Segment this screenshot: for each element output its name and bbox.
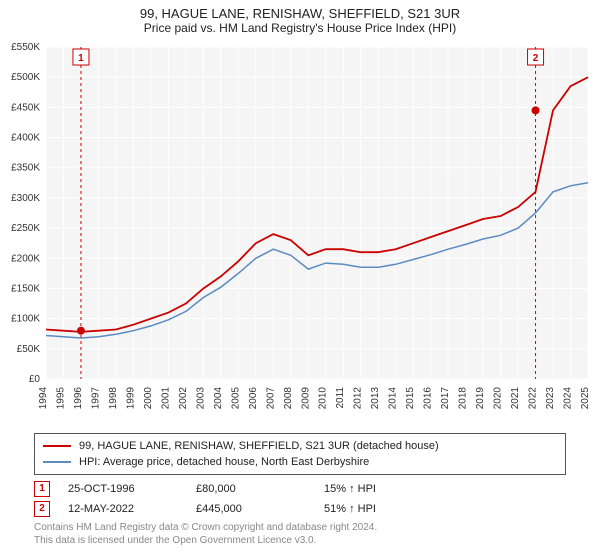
legend-swatch-icon	[43, 461, 71, 463]
svg-text:£100K: £100K	[11, 314, 40, 325]
svg-text:£500K: £500K	[11, 72, 40, 83]
chart-subtitle: Price paid vs. HM Land Registry's House …	[0, 21, 600, 35]
svg-text:2005: 2005	[230, 387, 241, 410]
tx-date: 12-MAY-2022	[68, 499, 178, 519]
svg-text:£0: £0	[29, 374, 41, 385]
svg-text:£50K: £50K	[17, 344, 41, 355]
legend-swatch-icon	[43, 445, 71, 447]
svg-text:1: 1	[78, 53, 84, 64]
svg-text:2023: 2023	[545, 387, 556, 410]
svg-text:1999: 1999	[125, 387, 136, 410]
svg-text:£250K: £250K	[11, 223, 40, 234]
svg-text:2010: 2010	[318, 387, 329, 410]
svg-text:2000: 2000	[143, 387, 154, 410]
svg-text:2025: 2025	[580, 387, 591, 410]
svg-text:£350K: £350K	[11, 163, 40, 174]
svg-text:£150K: £150K	[11, 283, 40, 294]
footer-line: Contains HM Land Registry data © Crown c…	[34, 521, 566, 534]
marker-badge: 2	[34, 501, 50, 517]
svg-text:2007: 2007	[265, 387, 276, 410]
tx-date: 25-OCT-1996	[68, 479, 178, 499]
svg-text:2020: 2020	[493, 387, 504, 410]
svg-text:2002: 2002	[178, 387, 189, 410]
footer-line: This data is licensed under the Open Gov…	[34, 534, 566, 547]
svg-text:2: 2	[533, 53, 539, 64]
svg-text:1995: 1995	[55, 387, 66, 410]
legend: 99, HAGUE LANE, RENISHAW, SHEFFIELD, S21…	[34, 433, 566, 475]
svg-text:£400K: £400K	[11, 133, 40, 144]
svg-text:£200K: £200K	[11, 253, 40, 264]
svg-text:£450K: £450K	[11, 102, 40, 113]
tx-pct: 15% ↑ HPI	[324, 479, 434, 499]
table-row: 2 12-MAY-2022 £445,000 51% ↑ HPI	[34, 499, 566, 519]
svg-text:2024: 2024	[563, 387, 574, 410]
svg-text:2019: 2019	[475, 387, 486, 410]
svg-text:1994: 1994	[38, 387, 49, 410]
svg-text:2012: 2012	[353, 387, 364, 410]
svg-text:2011: 2011	[335, 387, 346, 409]
svg-text:£300K: £300K	[11, 193, 40, 204]
footer: Contains HM Land Registry data © Crown c…	[34, 521, 566, 547]
svg-text:2008: 2008	[283, 387, 294, 410]
svg-text:2006: 2006	[248, 387, 259, 410]
svg-text:2003: 2003	[195, 387, 206, 410]
tx-pct: 51% ↑ HPI	[324, 499, 434, 519]
svg-text:£550K: £550K	[11, 42, 40, 53]
legend-label: 99, HAGUE LANE, RENISHAW, SHEFFIELD, S21…	[79, 438, 439, 454]
svg-text:2004: 2004	[213, 387, 224, 410]
tx-price: £80,000	[196, 479, 306, 499]
legend-label: HPI: Average price, detached house, Nort…	[79, 454, 369, 470]
chart-area: £0 £50K £100K £150K £200K £250K £300K £350K £400…	[0, 39, 600, 429]
svg-text:2015: 2015	[405, 387, 416, 410]
chart-container: 99, HAGUE LANE, RENISHAW, SHEFFIELD, S21…	[0, 0, 600, 560]
svg-text:2022: 2022	[528, 387, 539, 410]
svg-text:1997: 1997	[90, 387, 101, 410]
svg-text:2021: 2021	[510, 387, 521, 410]
svg-text:2016: 2016	[423, 387, 434, 410]
legend-item: 99, HAGUE LANE, RENISHAW, SHEFFIELD, S21…	[43, 438, 557, 454]
svg-text:2009: 2009	[300, 387, 311, 410]
chart-title: 99, HAGUE LANE, RENISHAW, SHEFFIELD, S21…	[0, 0, 600, 21]
svg-text:2001: 2001	[160, 387, 171, 410]
tx-price: £445,000	[196, 499, 306, 519]
svg-text:1998: 1998	[108, 387, 119, 410]
svg-text:2017: 2017	[440, 387, 451, 410]
svg-text:2018: 2018	[458, 387, 469, 410]
transactions-table: 1 25-OCT-1996 £80,000 15% ↑ HPI 2 12-MAY…	[34, 479, 566, 519]
svg-text:2014: 2014	[388, 387, 399, 410]
svg-text:1996: 1996	[73, 387, 84, 410]
marker-badge: 1	[34, 481, 50, 497]
line-chart-svg: £0 £50K £100K £150K £200K £250K £300K £350K £400…	[0, 39, 600, 429]
table-row: 1 25-OCT-1996 £80,000 15% ↑ HPI	[34, 479, 566, 499]
svg-text:2013: 2013	[370, 387, 381, 410]
legend-item: HPI: Average price, detached house, Nort…	[43, 454, 557, 470]
